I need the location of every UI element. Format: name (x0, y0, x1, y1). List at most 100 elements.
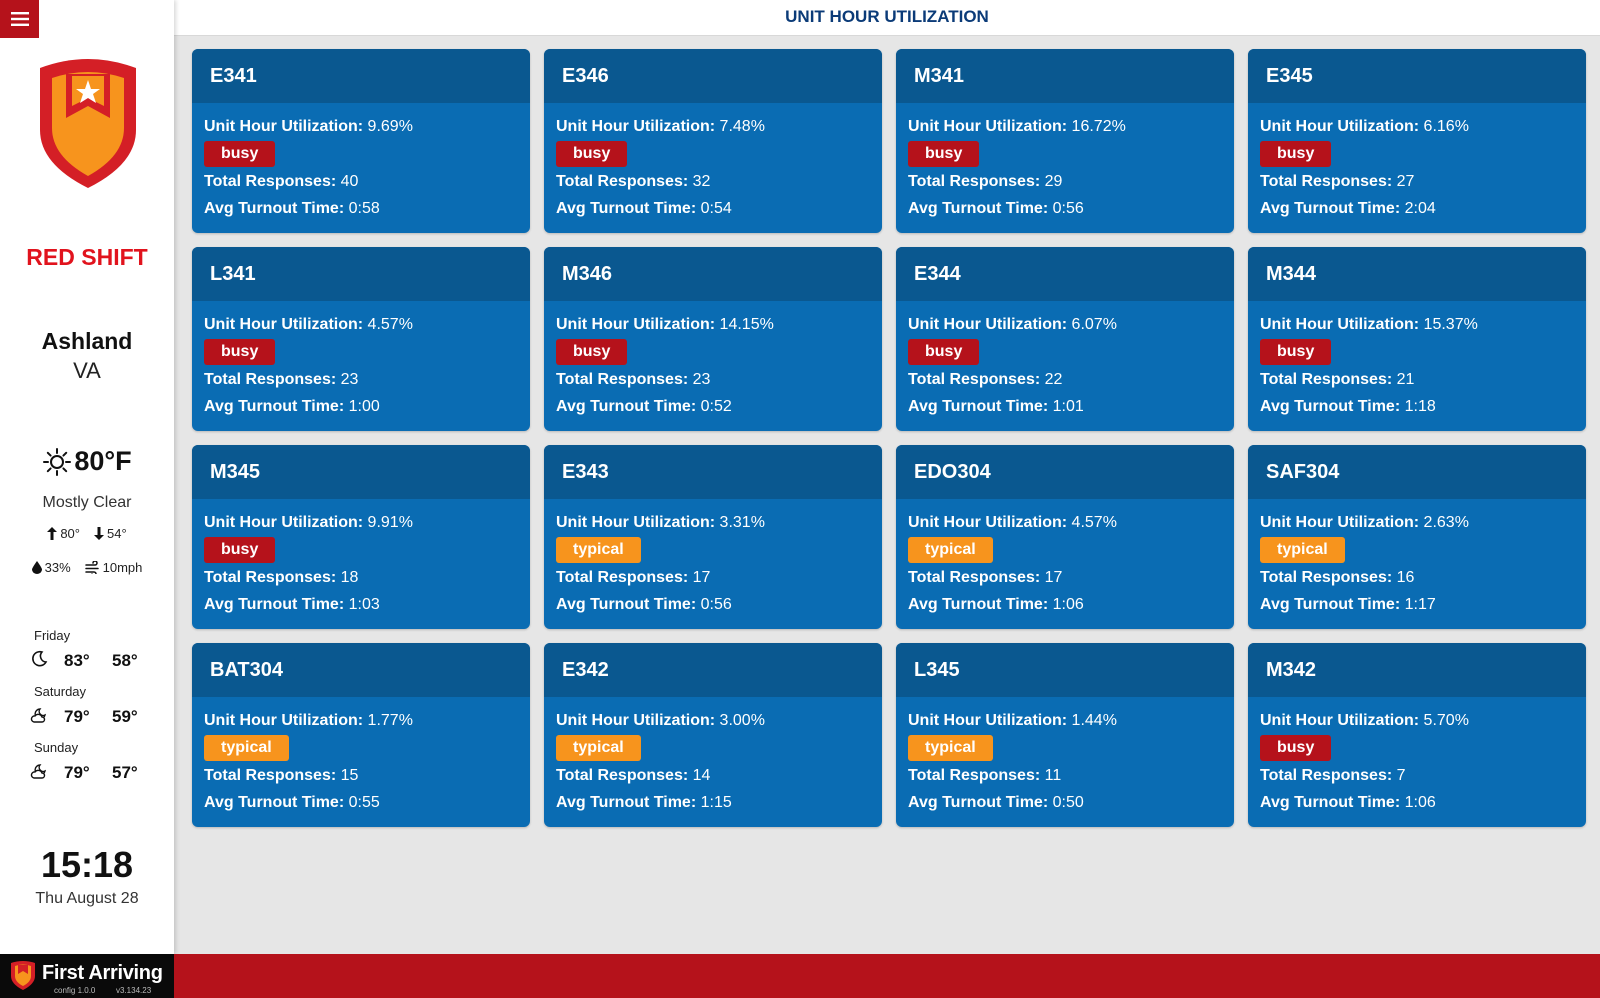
turnout-value: 1:00 (348, 398, 380, 415)
department-shield-logo (40, 59, 136, 188)
utilization-value: 2.63% (1423, 514, 1469, 531)
responses-label: Total Responses: (908, 569, 1041, 586)
partly-cloudy-night-icon (30, 763, 46, 779)
utilization-value: 4.57% (1071, 514, 1117, 531)
droplet-icon (31, 561, 42, 574)
responses-label: Total Responses: (1260, 371, 1393, 388)
shift-label: RED SHIFT (26, 244, 148, 270)
responses-value: 11 (1044, 767, 1062, 784)
unit-name: E342 (544, 643, 882, 697)
responses-value: 16 (1396, 569, 1415, 586)
unit-card: E343 Unit Hour Utilization: 3.31% typical T… (544, 445, 882, 629)
turnout-value: 0:52 (700, 398, 732, 415)
forecast-day: Saturday 79° 59° (26, 684, 166, 732)
responses-label: Total Responses: (908, 371, 1041, 388)
humidity-wind: 33% 10mph (0, 560, 174, 575)
menu-button[interactable] (0, 0, 39, 38)
status-badge: busy (908, 141, 980, 167)
current-temperature: 80°F (74, 446, 132, 476)
turnout-label: Avg Turnout Time: (1260, 596, 1401, 613)
partly-cloudy-night-icon (30, 707, 46, 723)
utilization-label: Unit Hour Utilization: (1260, 712, 1420, 729)
utilization-label: Unit Hour Utilization: (556, 712, 716, 729)
responses-label: Total Responses: (556, 767, 689, 784)
turnout-value: 0:54 (700, 200, 732, 217)
unit-card: M345 Unit Hour Utilization: 9.91% busy Tota… (192, 445, 530, 629)
config-version: config 1.0.0 (54, 986, 96, 995)
turnout-label: Avg Turnout Time: (556, 794, 697, 811)
forecast-low: 58° (112, 651, 138, 670)
forecast-day: Friday 83° 58° (26, 628, 166, 676)
unit-card: M341 Unit Hour Utilization: 16.72% busy Tot… (896, 49, 1234, 233)
status-badge: typical (908, 537, 993, 563)
responses-label: Total Responses: (556, 569, 689, 586)
turnout-value: 0:55 (348, 794, 380, 811)
forecast-day: Sunday 79° 57° (26, 740, 166, 788)
responses-value: 27 (1396, 173, 1415, 190)
unit-card: E344 Unit Hour Utilization: 6.07% busy Tota… (896, 247, 1234, 431)
responses-value: 7 (1396, 767, 1406, 784)
unit-name: M342 (1248, 643, 1586, 697)
utilization-label: Unit Hour Utilization: (204, 316, 364, 333)
responses-value: 17 (692, 569, 711, 586)
responses-label: Total Responses: (204, 569, 337, 586)
unit-name: M341 (896, 49, 1234, 103)
status-badge: typical (556, 537, 641, 563)
forecast-list: Friday 83° 58° Saturday 79° 59° (26, 628, 166, 796)
unit-name: BAT304 (192, 643, 530, 697)
utilization-value: 16.72% (1071, 118, 1126, 135)
humidity: 33% (44, 560, 71, 575)
utilization-value: 5.70% (1423, 712, 1469, 729)
unit-card: M344 Unit Hour Utilization: 15.37% busy Tot… (1248, 247, 1586, 431)
status-badge: busy (204, 141, 276, 167)
responses-label: Total Responses: (204, 371, 337, 388)
utilization-label: Unit Hour Utilization: (204, 118, 364, 135)
turnout-label: Avg Turnout Time: (908, 398, 1049, 415)
turnout-label: Avg Turnout Time: (556, 200, 697, 217)
utilization-value: 6.07% (1071, 316, 1117, 333)
app-version: v3.134.23 (116, 986, 152, 995)
brand-name: First Arriving (42, 962, 163, 984)
status-badge: busy (1260, 735, 1332, 761)
utilization-label: Unit Hour Utilization: (908, 118, 1068, 135)
unit-name: M345 (192, 445, 530, 499)
forecast-low: 57° (112, 763, 138, 782)
unit-name: E345 (1248, 49, 1586, 103)
unit-name: E346 (544, 49, 882, 103)
unit-card: M346 Unit Hour Utilization: 14.15% busy Tot… (544, 247, 882, 431)
turnout-value: 0:58 (348, 200, 380, 217)
responses-value: 23 (692, 371, 711, 388)
status-badge: busy (1260, 141, 1332, 167)
unit-card: SAF304 Unit Hour Utilization: 2.63% typica… (1248, 445, 1586, 629)
utilization-value: 9.91% (367, 514, 413, 531)
utilization-value: 3.00% (719, 712, 765, 729)
hamburger-icon (10, 12, 29, 26)
page-header: UNIT HOUR UTILIZATION (174, 0, 1600, 36)
wind-speed: 10mph (102, 560, 143, 575)
forecast-low: 59° (112, 707, 138, 726)
city-name: Ashland (41, 328, 133, 354)
status-badge: busy (204, 339, 276, 365)
responses-value: 32 (692, 173, 711, 190)
responses-value: 14 (692, 767, 711, 784)
turnout-label: Avg Turnout Time: (556, 596, 697, 613)
utilization-value: 14.15% (719, 316, 774, 333)
utilization-label: Unit Hour Utilization: (556, 118, 716, 135)
utilization-label: Unit Hour Utilization: (908, 316, 1068, 333)
unit-card: BAT304 Unit Hour Utilization: 1.77% typica… (192, 643, 530, 827)
forecast-high: 79° (64, 763, 90, 782)
utilization-label: Unit Hour Utilization: (1260, 514, 1420, 531)
responses-value: 40 (340, 173, 359, 190)
status-badge: busy (556, 141, 628, 167)
responses-label: Total Responses: (1260, 569, 1393, 586)
turnout-label: Avg Turnout Time: (908, 794, 1049, 811)
state-name: VA (73, 358, 101, 383)
turnout-label: Avg Turnout Time: (556, 398, 697, 415)
turnout-label: Avg Turnout Time: (204, 596, 345, 613)
responses-label: Total Responses: (204, 767, 337, 784)
responses-label: Total Responses: (1260, 767, 1393, 784)
responses-label: Total Responses: (1260, 173, 1393, 190)
status-badge: busy (556, 339, 628, 365)
utilization-label: Unit Hour Utilization: (1260, 316, 1420, 333)
turnout-label: Avg Turnout Time: (1260, 398, 1401, 415)
